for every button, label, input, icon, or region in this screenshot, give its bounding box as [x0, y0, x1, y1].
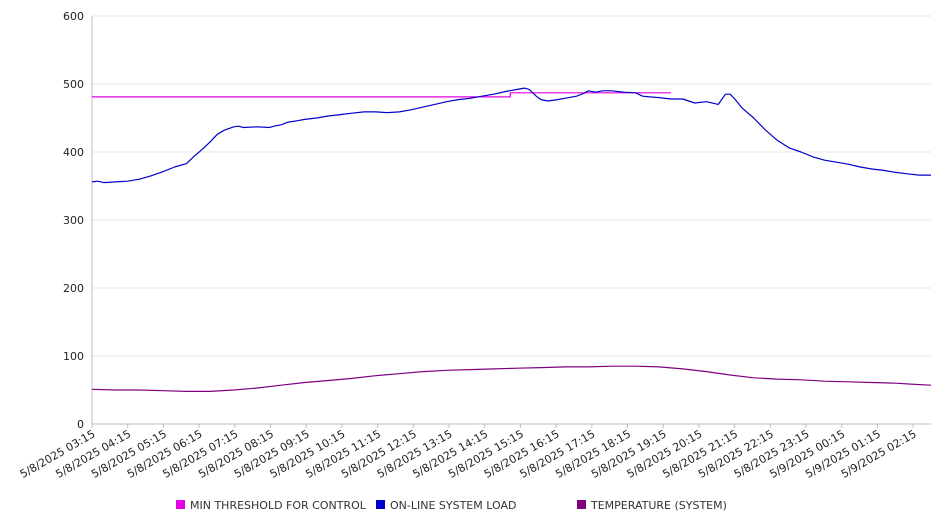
grid-lines — [92, 15, 931, 357]
series-lines — [91, 87, 932, 392]
legend-label: MIN THRESHOLD FOR CONTROL — [190, 499, 367, 512]
x-axis-ticks: 5/8/2025 03:155/8/2025 04:155/8/2025 05:… — [18, 424, 919, 481]
y-tick-label: 600 — [63, 10, 84, 23]
y-tick-label: 200 — [63, 282, 84, 295]
legend-swatch — [376, 500, 385, 509]
legend: MIN THRESHOLD FOR CONTROL ON-LINE SYSTEM … — [176, 499, 727, 512]
legend-label: TEMPERATURE (SYSTEM) — [590, 499, 727, 512]
series-line-3 — [91, 365, 932, 392]
series-line-1 — [92, 92, 671, 98]
y-tick-label: 100 — [63, 350, 84, 363]
series-line-2 — [91, 87, 931, 184]
y-tick-label: 300 — [63, 214, 84, 227]
y-tick-label: 0 — [77, 418, 84, 431]
y-tick-label: 400 — [63, 146, 84, 159]
legend-swatch — [176, 500, 185, 509]
legend-label: ON-LINE SYSTEM LOAD — [390, 499, 516, 512]
y-axis-ticks: 0 100 200 300 400 500 600 — [63, 10, 84, 431]
y-tick-label: 500 — [63, 78, 84, 91]
axes — [91, 16, 931, 425]
legend-swatch — [577, 500, 586, 509]
